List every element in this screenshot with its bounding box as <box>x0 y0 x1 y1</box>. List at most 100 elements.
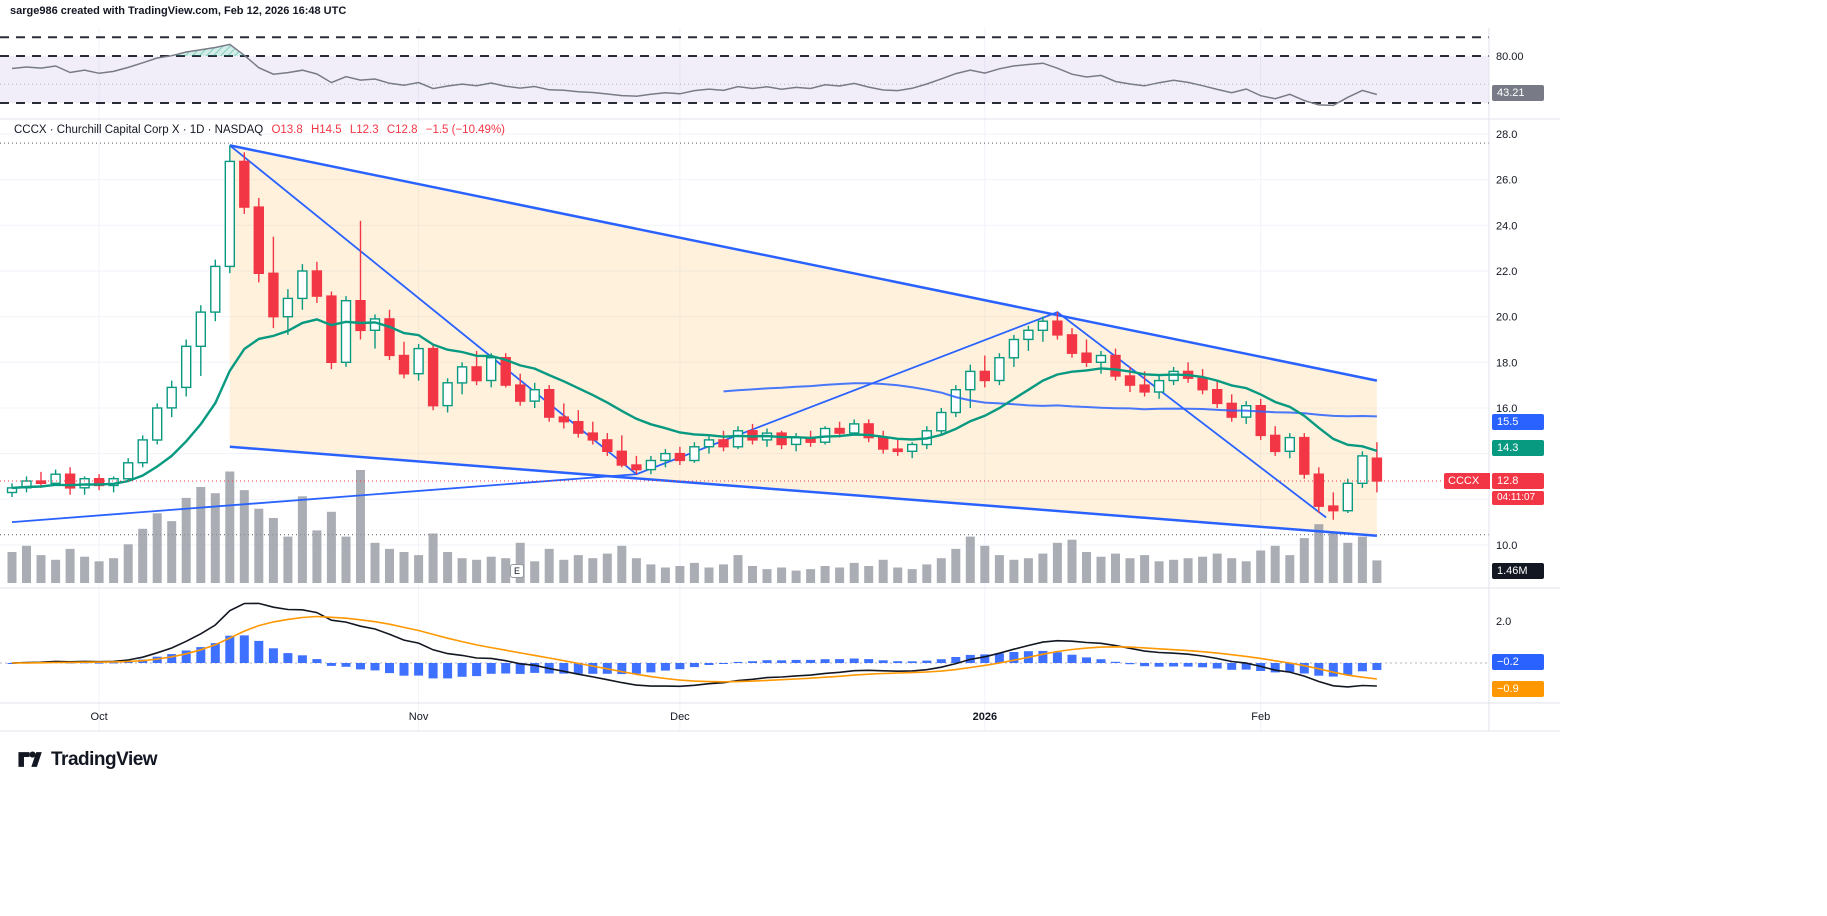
candle <box>1023 329 1034 341</box>
macd-hist-bar <box>1183 663 1193 667</box>
rsi-panel[interactable] <box>0 36 1489 107</box>
volume-bar <box>1169 559 1179 583</box>
macd-hist-bar <box>326 663 336 666</box>
macd-hist-bar <box>297 655 307 663</box>
macd-hist-bar <box>94 662 104 664</box>
macd-hist-bar <box>573 663 583 674</box>
macd-hist-bar <box>1067 654 1077 663</box>
candle <box>442 382 453 407</box>
macd-hist-bar <box>893 661 903 663</box>
volume-bar <box>530 561 540 583</box>
volume-bar <box>22 545 31 583</box>
macd-hist-bar <box>1227 663 1237 670</box>
candle <box>268 272 279 318</box>
legend-open-value: O13.8 <box>271 124 303 136</box>
macd-hist-bar <box>181 650 191 663</box>
volume-bar <box>65 548 75 583</box>
macd-hist-bar <box>1241 663 1251 670</box>
volume-bar <box>341 536 351 583</box>
sma-value-badge: 15.5 <box>1492 414 1544 430</box>
macd-hist-bar <box>268 648 278 663</box>
volume-bar <box>51 559 61 583</box>
volume-bar <box>602 553 612 583</box>
volume-bar <box>719 564 728 583</box>
macd-hist-bar <box>225 635 235 663</box>
volume-bar <box>936 558 946 583</box>
volume-bar <box>1357 536 1367 583</box>
candle <box>529 389 540 402</box>
candle <box>1168 370 1179 382</box>
macd-hist-bar <box>951 657 961 663</box>
volume-bar <box>1299 538 1309 583</box>
volume-bar <box>283 536 293 583</box>
axis-tick-label: 26.0 <box>1496 175 1517 187</box>
candle <box>1081 352 1092 364</box>
attribution-text: sarge986 created with TradingView.com, F… <box>10 5 347 17</box>
volume-bar <box>646 564 656 583</box>
macd-hist-bar <box>820 659 830 663</box>
volume-bar <box>414 555 424 583</box>
candle <box>151 407 163 441</box>
legend-symbol-title[interactable]: CCCX · Churchill Capital Corp X · 1D · N… <box>14 124 264 136</box>
volume-bar <box>254 508 264 583</box>
macd-hist-bar <box>1343 663 1353 675</box>
macd-hist-bar <box>109 662 119 664</box>
macd-hist-bar <box>689 663 699 668</box>
candle <box>239 160 250 208</box>
candle <box>1211 389 1223 405</box>
volume-bar <box>239 490 249 583</box>
volume-bar <box>994 555 1004 583</box>
volume-bar <box>472 559 482 583</box>
tradingview-logo[interactable]: TradingView <box>16 746 158 773</box>
volume-bar <box>1227 558 1237 583</box>
candle <box>50 473 61 485</box>
volume-bar <box>820 566 830 583</box>
candle <box>776 432 787 446</box>
volume-bar <box>907 569 917 583</box>
candle <box>253 206 265 275</box>
bar-countdown-badge: 04:11:07 <box>1492 491 1544 505</box>
price-axis[interactable] <box>1489 28 1560 731</box>
macd-hist-bar <box>1198 663 1208 668</box>
candle <box>616 450 627 466</box>
macd-hist-bar <box>1357 663 1367 672</box>
macd-hist-bar <box>1096 659 1106 663</box>
volume-bar <box>1343 542 1353 583</box>
candle <box>1008 338 1020 359</box>
candle <box>1052 320 1063 336</box>
volume-bar <box>893 567 903 583</box>
macd-panel[interactable] <box>0 602 1489 688</box>
price-panel[interactable] <box>0 142 1489 583</box>
candle <box>878 436 889 450</box>
candle <box>297 270 308 300</box>
candle <box>1313 473 1325 507</box>
volume-bar <box>181 497 191 583</box>
candle <box>732 430 744 448</box>
candle <box>1328 505 1339 512</box>
candle <box>1371 457 1383 482</box>
macd-hist-bar <box>210 643 220 663</box>
candle <box>282 297 294 318</box>
macd-hist-bar <box>501 663 511 674</box>
macd-hist-bar <box>356 663 365 670</box>
candle <box>1197 377 1208 391</box>
earnings-marker[interactable]: E <box>510 564 524 578</box>
macd-hist-bar <box>399 663 409 676</box>
macd-hist-bar <box>907 661 917 663</box>
volume-bar <box>1183 558 1193 583</box>
candle <box>180 345 192 389</box>
volume-bar <box>36 555 46 583</box>
candle <box>558 416 569 423</box>
time-axis-label-oct: Oct <box>90 711 108 723</box>
tradingview-logo-text: TradingView <box>51 748 158 770</box>
candle <box>1342 482 1354 512</box>
volume-bar <box>849 562 859 583</box>
macd-hist-bar <box>312 659 322 663</box>
candle <box>718 439 729 448</box>
macd-hist-bar <box>428 663 438 679</box>
volume-bar <box>457 558 467 583</box>
volume-bar <box>1140 555 1150 583</box>
volume-bar <box>617 545 627 583</box>
candle <box>907 443 918 453</box>
